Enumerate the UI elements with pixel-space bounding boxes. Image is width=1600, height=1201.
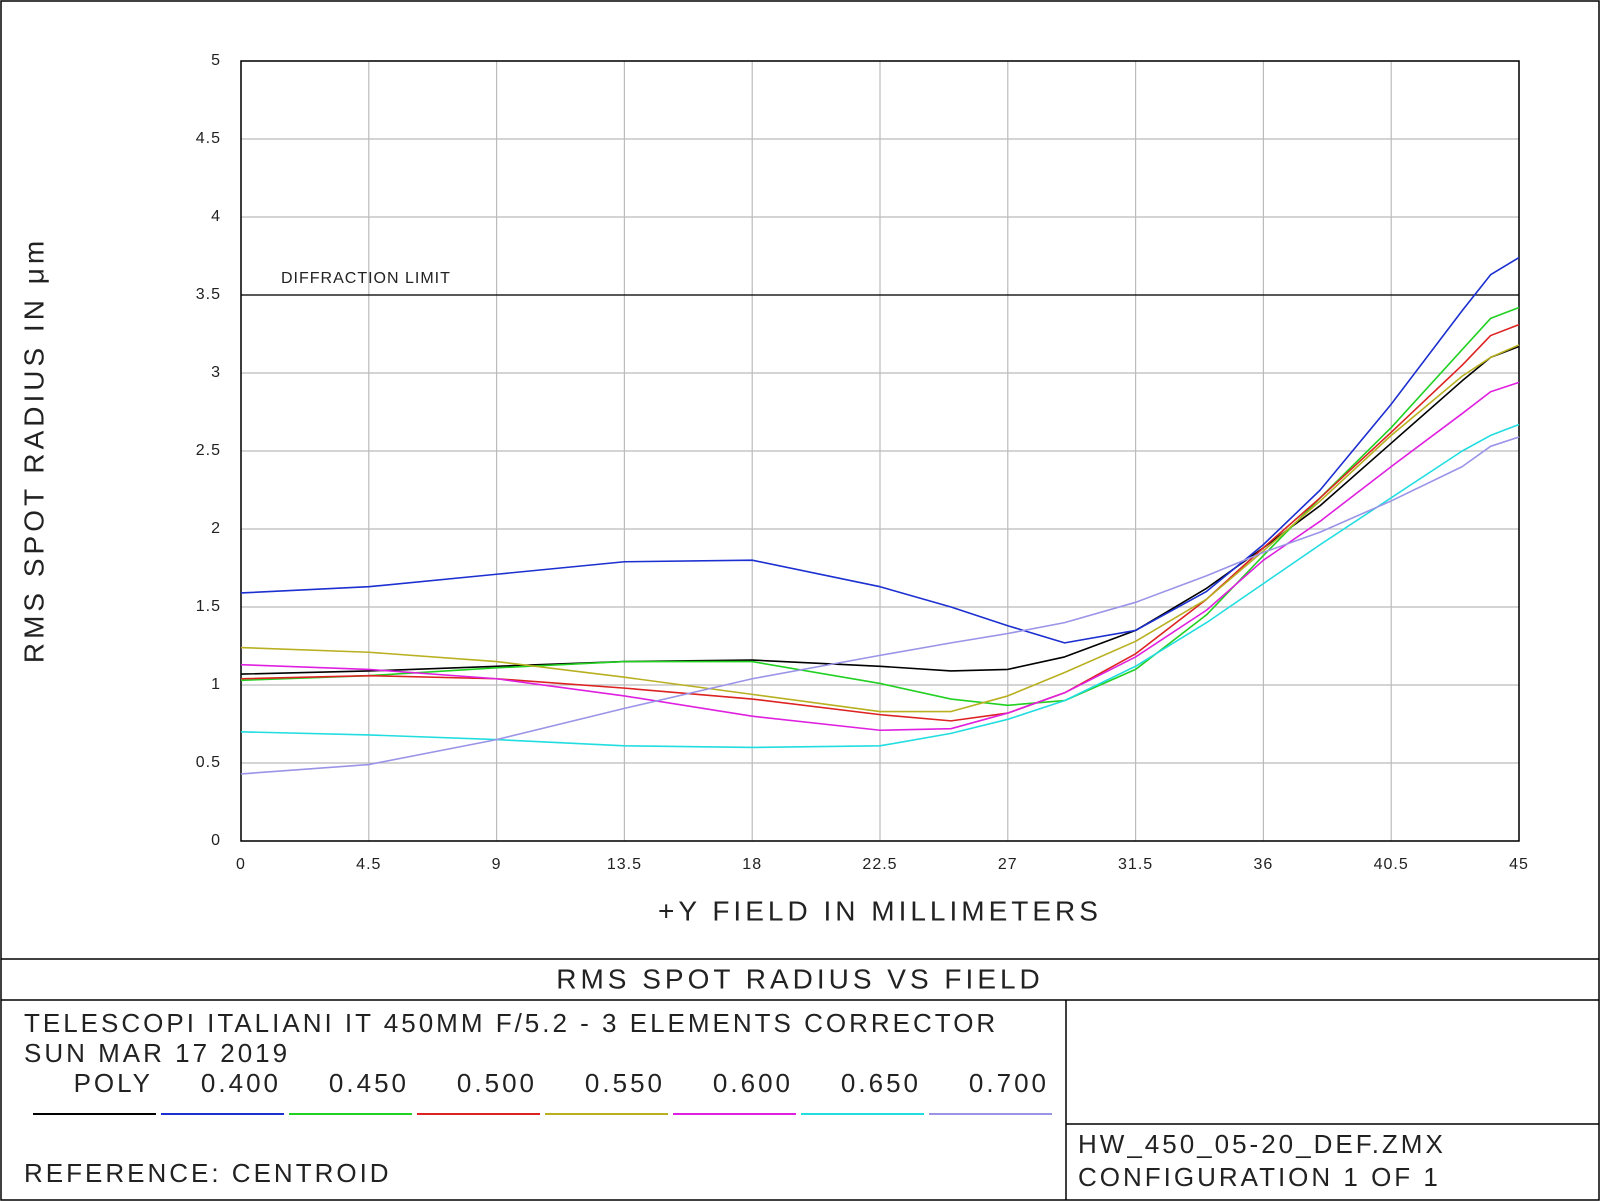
configuration: CONFIGURATION 1 OF 1: [1078, 1162, 1441, 1192]
y-tick-label: 1: [211, 676, 221, 693]
chart-title: RMS SPOT RADIUS VS FIELD: [556, 963, 1044, 994]
legend-label: 0.500: [457, 1068, 537, 1098]
y-tick-label: 3.5: [196, 286, 221, 303]
reference: REFERENCE: CENTROID: [24, 1158, 392, 1188]
x-tick-label: 36: [1254, 856, 1274, 873]
series-line: [240, 256, 1520, 644]
y-tick-label: 2: [211, 520, 221, 537]
legend-label: 0.450: [329, 1068, 409, 1098]
legend-label: 0.700: [969, 1068, 1049, 1098]
legend-label: 0.400: [201, 1068, 281, 1098]
plot-frame: [240, 60, 1520, 842]
diffraction-limit-label: DIFFRACTION LIMIT: [281, 270, 451, 287]
description: TELESCOPI ITALIANI IT 450MM F/5.2 - 3 EL…: [24, 1008, 998, 1038]
x-tick-label: 40.5: [1374, 856, 1409, 873]
legend-label: 0.550: [585, 1068, 665, 1098]
series-line: [240, 423, 1520, 749]
legend-label: 0.600: [713, 1068, 793, 1098]
series-line: [240, 344, 1520, 713]
series-line: [240, 436, 1520, 775]
series-line: [240, 381, 1520, 732]
date: SUN MAR 17 2019: [24, 1038, 290, 1068]
x-axis-label: +Y FIELD IN MILLIMETERS: [658, 895, 1102, 926]
y-tick-label: 4: [211, 208, 221, 225]
file-name: HW_450_05-20_DEF.ZMX: [1078, 1129, 1446, 1159]
x-tick-label: 9: [492, 856, 502, 873]
x-tick-label: 31.5: [1118, 856, 1153, 873]
y-tick-label: 5: [211, 52, 221, 69]
y-tick-label: 2.5: [196, 442, 221, 459]
x-tick-label: 4.5: [356, 856, 381, 873]
y-tick-label: 4.5: [196, 130, 221, 147]
x-tick-label: 0: [236, 856, 246, 873]
y-axis-label: RMS SPOT RADIUS IN μm: [18, 237, 49, 663]
x-tick-label: 45: [1509, 856, 1529, 873]
y-tick-label: 0.5: [196, 754, 221, 771]
y-tick-label: 3: [211, 364, 221, 381]
y-tick-label: 0: [211, 832, 221, 849]
x-tick-label: 27: [998, 856, 1018, 873]
y-tick-label: 1.5: [196, 598, 221, 615]
x-tick-label: 13.5: [607, 856, 642, 873]
legend-label: POLY: [74, 1068, 153, 1098]
x-tick-label: 18: [742, 856, 762, 873]
x-tick-label: 22.5: [862, 856, 897, 873]
legend-label: 0.650: [841, 1068, 921, 1098]
